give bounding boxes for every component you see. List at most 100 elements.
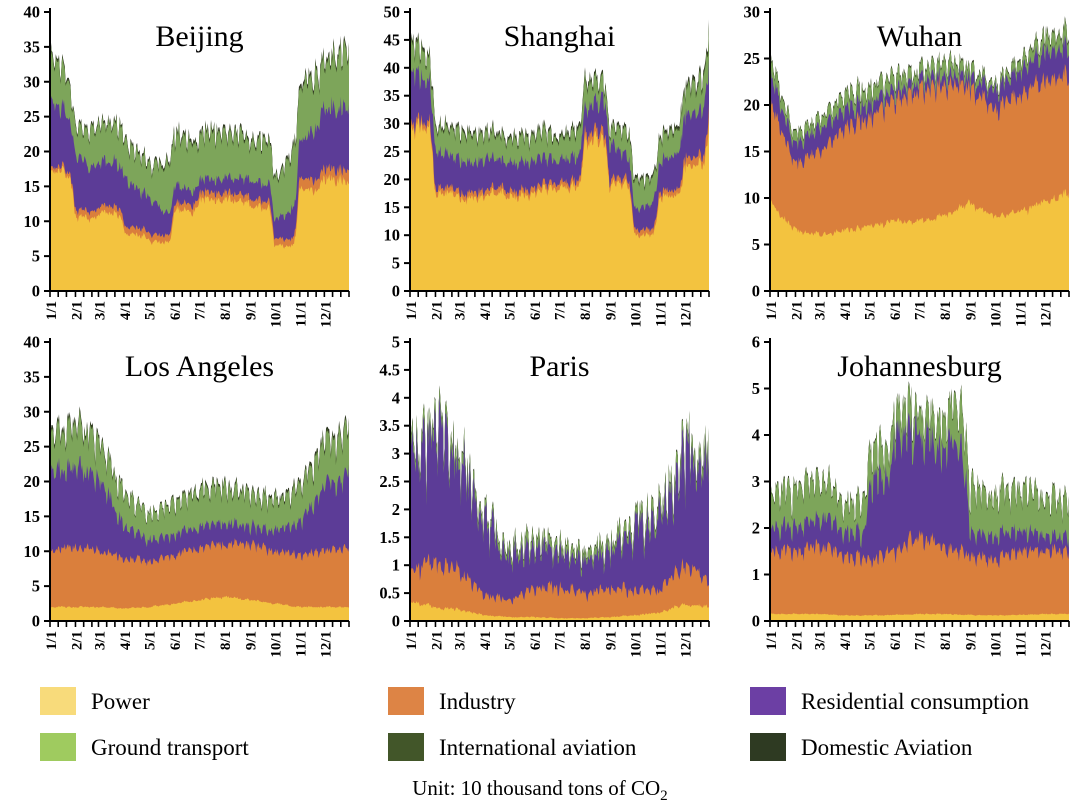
y-tick-label: 35: [24, 367, 41, 386]
y-tick-label: 20: [384, 170, 401, 189]
area-industry: [770, 529, 1069, 621]
x-tick-label: 2/1: [429, 631, 445, 650]
area-power: [50, 595, 349, 621]
legend-item-industry: Industry: [388, 686, 516, 716]
x-tick-label: 4/1: [838, 631, 854, 650]
x-tick-label: 1/1: [404, 631, 420, 650]
x-tick-label: 6/1: [528, 631, 544, 650]
x-tick-label: 10/1: [988, 631, 1004, 658]
x-tick-label: 5/1: [863, 301, 879, 320]
y-tick-label: 1: [752, 565, 760, 584]
y-tick-label: 1.5: [379, 528, 400, 547]
x-tick-label: 3/1: [92, 301, 108, 320]
legend-item-residential-consumption: Residential consumption: [750, 686, 1029, 716]
x-tick-label: 11/1: [1014, 631, 1030, 657]
chart-title-paris: Paris: [530, 350, 590, 383]
legend-label-ground-transport: Ground transport: [91, 734, 249, 760]
y-tick-label: 15: [24, 177, 41, 196]
x-tick-label: 1/1: [404, 301, 420, 320]
y-tick-label: 5: [752, 235, 760, 254]
x-tick-label: 9/1: [244, 631, 260, 650]
residential-consumption-swatch: [750, 687, 786, 715]
y-tick-label: 0: [752, 282, 760, 301]
area-power: [770, 189, 1069, 291]
y-tick-label: 30: [24, 402, 41, 421]
area-industry: [50, 538, 349, 621]
x-tick-label: 4/1: [118, 631, 134, 650]
legend-label-international-aviation: International aviation: [439, 734, 637, 760]
x-tick-label: 12/1: [318, 631, 334, 658]
y-tick-label: 0: [392, 612, 400, 631]
x-tick-label: 2/1: [69, 301, 85, 320]
legend-item-international-aviation: International aviation: [388, 732, 636, 762]
x-tick-label: 5/1: [863, 631, 879, 650]
area-power: [410, 601, 709, 621]
charts-grid: 0 5 10 15 20 25 30 35 40 1/1 2/1 3/1 4/1 5/1 6/1 7/1 8/1…: [24, 3, 1070, 658]
x-tick-label: 6/1: [168, 631, 184, 650]
y-tick-label: 5: [392, 333, 400, 352]
y-tick-label: 15: [24, 507, 41, 526]
y-tick-label: 35: [24, 37, 41, 56]
x-tick-label: 11/1: [294, 301, 310, 327]
x-tick-label: 8/1: [578, 631, 594, 650]
y-tick-label: 15: [384, 198, 401, 217]
y-tick-label: 1: [392, 556, 400, 575]
international-aviation-swatch: [388, 733, 424, 761]
y-tick-label: 3.5: [379, 416, 400, 435]
y-tick-label: 5: [752, 379, 760, 398]
chart-paris: 0 0.5 1 1.5 2 2.5 3 3.5 4 4.5 5 1/1 2/1 3/1 4/1 5/1 6/1 7…: [379, 333, 710, 658]
y-tick-label: 6: [752, 333, 760, 352]
x-tick-label: 6/1: [168, 301, 184, 320]
chart-wuhan: 0 5 10 15 20 25 30 1/1 2/1 3/1 4/1 5/1 6/1 7/1 8/1 9/1 1…: [744, 3, 1070, 328]
x-tick-label: 11/1: [294, 631, 310, 657]
unit-note: Unit: 10 thousand tons of CO2: [0, 776, 1080, 805]
legend-label-residential-consumption: Residential consumption: [801, 688, 1030, 714]
x-tick-label: 1/1: [44, 301, 60, 320]
x-tick-label: 4/1: [478, 631, 494, 650]
chart-title-shanghai: Shanghai: [504, 20, 616, 53]
x-tick-label: 9/1: [244, 301, 260, 320]
x-tick-label: 7/1: [553, 301, 569, 320]
domestic-aviation-swatch: [750, 733, 786, 761]
x-tick-label: 8/1: [938, 631, 954, 650]
y-tick-label: 5: [32, 247, 40, 266]
x-tick-label: 3/1: [812, 631, 828, 650]
x-tick-label: 8/1: [578, 301, 594, 320]
area-power: [770, 613, 1069, 621]
y-tick-label: 40: [24, 3, 41, 22]
x-tick-label: 11/1: [654, 301, 670, 327]
legend-item-ground-transport: Ground transport: [40, 732, 249, 762]
x-tick-label: 9/1: [604, 631, 620, 650]
area-industry: [410, 553, 709, 621]
y-tick-label: 40: [24, 333, 41, 352]
y-tick-label: 25: [384, 142, 401, 161]
y-tick-label: 30: [24, 72, 41, 91]
y-tick-label: 25: [744, 49, 761, 68]
unit-subscript: 2: [660, 788, 668, 805]
y-tick-label: 0: [752, 612, 760, 631]
y-tick-label: 2: [392, 500, 400, 519]
legend-label-industry: Industry: [439, 688, 516, 714]
x-tick-label: 9/1: [604, 301, 620, 320]
y-tick-label: 4: [392, 388, 400, 407]
y-tick-label: 25: [24, 437, 41, 456]
y-tick-label: 4: [752, 426, 760, 445]
x-tick-label: 9/1: [964, 301, 980, 320]
y-tick-label: 5: [392, 254, 400, 273]
x-tick-label: 12/1: [318, 301, 334, 328]
x-tick-label: 1/1: [764, 631, 780, 650]
x-tick-label: 2/1: [429, 301, 445, 320]
y-tick-label: 40: [384, 58, 401, 77]
y-tick-label: 5: [32, 577, 40, 596]
chart-beijing: 0 5 10 15 20 25 30 35 40 1/1 2/1 3/1 4/1 5/1 6/1 7/1 8/1…: [24, 3, 350, 328]
unit-text: Unit: 10 thousand tons of CO: [412, 776, 661, 800]
x-tick-label: 4/1: [118, 301, 134, 320]
legend-item-domestic-aviation: Domestic Aviation: [750, 732, 972, 762]
x-tick-label: 8/1: [218, 301, 234, 320]
area-power: [410, 117, 709, 291]
x-tick-label: 5/1: [143, 301, 159, 320]
x-tick-label: 3/1: [812, 301, 828, 320]
y-tick-label: 2: [752, 519, 760, 538]
x-tick-label: 7/1: [193, 631, 209, 650]
legend-label-power: Power: [91, 688, 150, 714]
